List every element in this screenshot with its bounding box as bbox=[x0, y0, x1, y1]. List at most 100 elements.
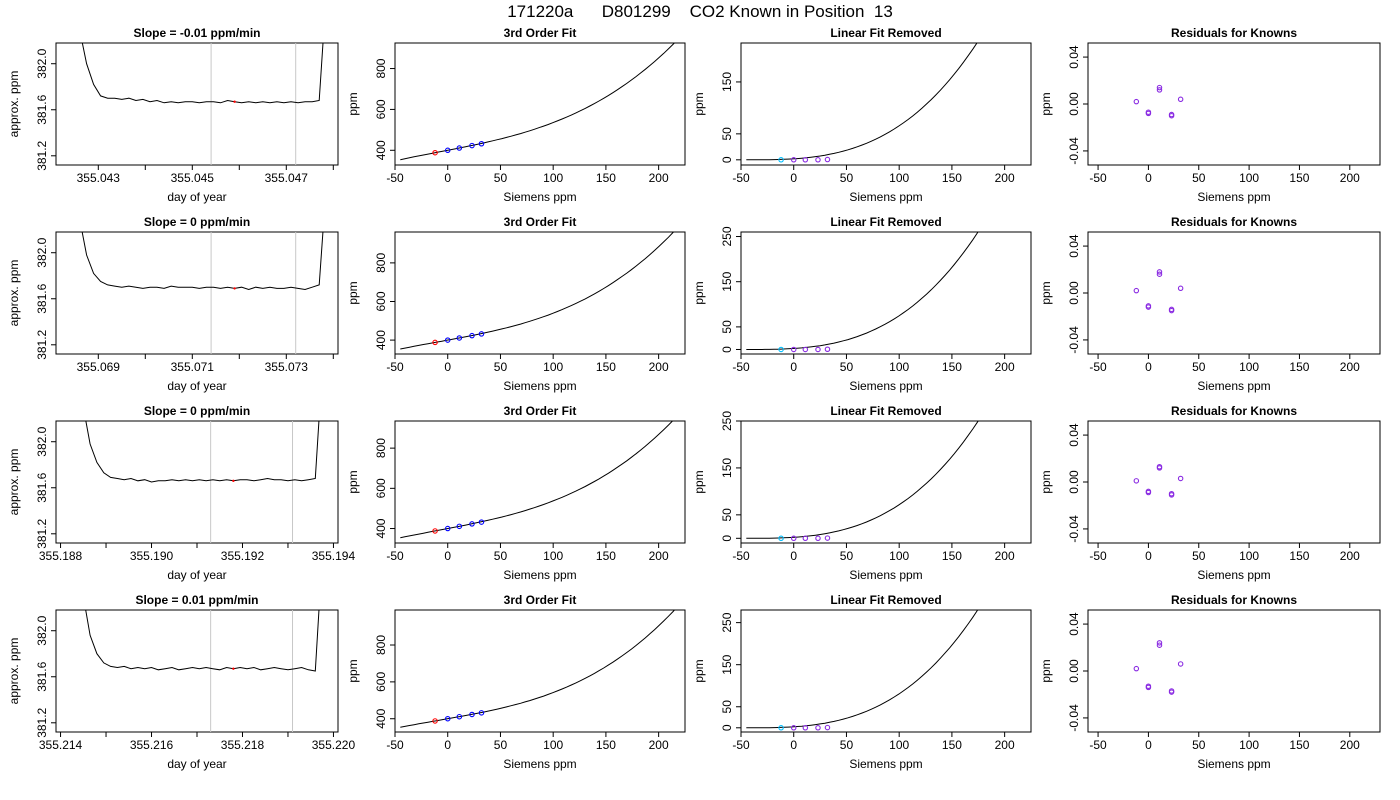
x-tick-label: -50 bbox=[386, 549, 404, 563]
y-tick-label: 0 bbox=[720, 156, 734, 163]
x-tick-label: 200 bbox=[1340, 738, 1360, 752]
chart-title: 3rd Order Fit bbox=[504, 26, 577, 40]
x-tick-label: 150 bbox=[596, 738, 616, 752]
x-tick-label: 50 bbox=[1192, 171, 1206, 185]
y-tick-label: 381.2 bbox=[35, 518, 49, 548]
data-point bbox=[802, 346, 809, 353]
plot-area bbox=[1133, 640, 1184, 695]
x-tick-label: 100 bbox=[543, 360, 563, 374]
y-axis-label: approx. ppm bbox=[7, 71, 21, 138]
panel-16: Residuals for Knowns -50 0 50 100 150 200 -0.04… bbox=[1039, 593, 1381, 771]
x-tick-label: 50 bbox=[494, 171, 508, 185]
x-tick-label: 100 bbox=[543, 171, 563, 185]
x-tick-label: 355.073 bbox=[265, 360, 309, 374]
y-tick-label: 250 bbox=[720, 612, 734, 632]
x-tick-label: 0 bbox=[1145, 738, 1152, 752]
data-point bbox=[432, 528, 438, 534]
x-tick-label: 100 bbox=[543, 738, 563, 752]
x-tick-label: 355.192 bbox=[221, 549, 265, 563]
x-tick-label: 100 bbox=[543, 549, 563, 563]
x-tick-label: -50 bbox=[732, 171, 750, 185]
y-tick-label: 381.2 bbox=[35, 329, 49, 359]
x-tick-label: 100 bbox=[889, 360, 909, 374]
x-tick-label: 200 bbox=[649, 360, 669, 374]
data-point bbox=[815, 725, 821, 731]
x-tick-label: 50 bbox=[840, 360, 854, 374]
data-point bbox=[790, 535, 797, 542]
y-tick-label: 150 bbox=[720, 271, 734, 291]
plot-frame bbox=[1087, 609, 1381, 733]
x-tick-label: 355.188 bbox=[39, 549, 83, 563]
data-point bbox=[478, 710, 485, 716]
x-axis-label: Siemens ppm bbox=[503, 379, 576, 393]
x-tick-label: 355.216 bbox=[130, 738, 174, 752]
plot-frame bbox=[1087, 420, 1381, 544]
figure-title: 171220a D801299 CO2 Known in Position 13 bbox=[507, 2, 893, 21]
y-tick-label: 800 bbox=[374, 438, 388, 458]
chart-title: Slope = 0 ppm/min bbox=[144, 215, 250, 229]
plot-area bbox=[400, 43, 676, 161]
plot-area bbox=[746, 421, 979, 542]
y-tick-label: 0.00 bbox=[1067, 659, 1081, 683]
panel-2: 3rd Order Fit -50 0 50 100 150 200 400 600 800 Sie… bbox=[346, 26, 686, 204]
y-tick-label: 250 bbox=[720, 226, 734, 246]
y-axis-label: ppm bbox=[692, 659, 706, 682]
x-tick-label: 150 bbox=[942, 738, 962, 752]
y-tick-label: 0.00 bbox=[1067, 281, 1081, 305]
series-line bbox=[81, 232, 324, 291]
data-point bbox=[444, 715, 451, 722]
x-axis-label: Siemens ppm bbox=[1197, 190, 1270, 204]
data-point bbox=[815, 535, 821, 542]
chart-title: Slope = 0.01 ppm/min bbox=[135, 593, 258, 607]
y-tick-label: 600 bbox=[374, 478, 388, 498]
data-point bbox=[456, 523, 463, 530]
y-tick-label: 0.04 bbox=[1067, 612, 1081, 636]
data-point bbox=[824, 346, 831, 353]
data-point-red bbox=[233, 287, 236, 290]
panel-9: Slope = 0 ppm/min 355.188 355.190 355.192 35… bbox=[7, 404, 355, 582]
x-tick-label: 200 bbox=[995, 549, 1015, 563]
panel-15: Linear Fit Removed -50 0 50 100 150 200 0 50 150 2… bbox=[692, 593, 1032, 771]
x-tick-label: -50 bbox=[386, 738, 404, 752]
plot-area bbox=[85, 610, 320, 732]
plot-frame bbox=[394, 231, 686, 355]
y-axis-label: ppm bbox=[346, 92, 360, 115]
plot-area bbox=[746, 610, 979, 731]
x-tick-label: -50 bbox=[1089, 171, 1107, 185]
y-axis-label: ppm bbox=[346, 659, 360, 682]
panel-7: Linear Fit Removed -50 0 50 100 150 200 0 50 150 2… bbox=[692, 215, 1032, 393]
plot-frame bbox=[55, 420, 339, 544]
y-tick-label: 800 bbox=[374, 58, 388, 78]
x-tick-label: 200 bbox=[1340, 360, 1360, 374]
data-point bbox=[432, 718, 438, 724]
data-point bbox=[1156, 642, 1163, 648]
x-axis-label: Siemens ppm bbox=[503, 190, 576, 204]
data-point bbox=[1156, 269, 1163, 275]
data-point bbox=[456, 145, 463, 151]
x-tick-label: 50 bbox=[840, 549, 854, 563]
x-tick-label: -50 bbox=[1089, 549, 1107, 563]
x-axis-label: Siemens ppm bbox=[849, 190, 922, 204]
x-tick-label: 355.220 bbox=[312, 738, 356, 752]
fit-curve bbox=[400, 43, 676, 161]
data-point-red bbox=[232, 479, 235, 483]
plot-area bbox=[81, 232, 324, 354]
x-tick-label: 200 bbox=[995, 738, 1015, 752]
data-point bbox=[478, 519, 485, 525]
x-axis-label: Siemens ppm bbox=[1197, 568, 1270, 582]
x-tick-label: -50 bbox=[386, 171, 404, 185]
x-tick-label: 0 bbox=[790, 549, 797, 563]
y-tick-label: 0.04 bbox=[1067, 423, 1081, 447]
x-tick-label: -50 bbox=[732, 738, 750, 752]
y-tick-label: 400 bbox=[374, 708, 388, 728]
data-point bbox=[815, 346, 821, 353]
data-point-red bbox=[233, 100, 236, 103]
data-point bbox=[432, 339, 438, 346]
x-tick-label: 0 bbox=[1145, 549, 1152, 563]
panel-3: Linear Fit Removed -50 0 50 100 150 200 0 50 150 S… bbox=[692, 26, 1032, 204]
panel-4: Residuals for Knowns -50 0 50 100 150 200 -0.04… bbox=[1039, 26, 1381, 204]
data-point bbox=[1168, 689, 1175, 695]
data-point bbox=[778, 157, 784, 163]
y-axis-label: approx. ppm bbox=[7, 449, 21, 516]
plot-area bbox=[400, 421, 674, 539]
